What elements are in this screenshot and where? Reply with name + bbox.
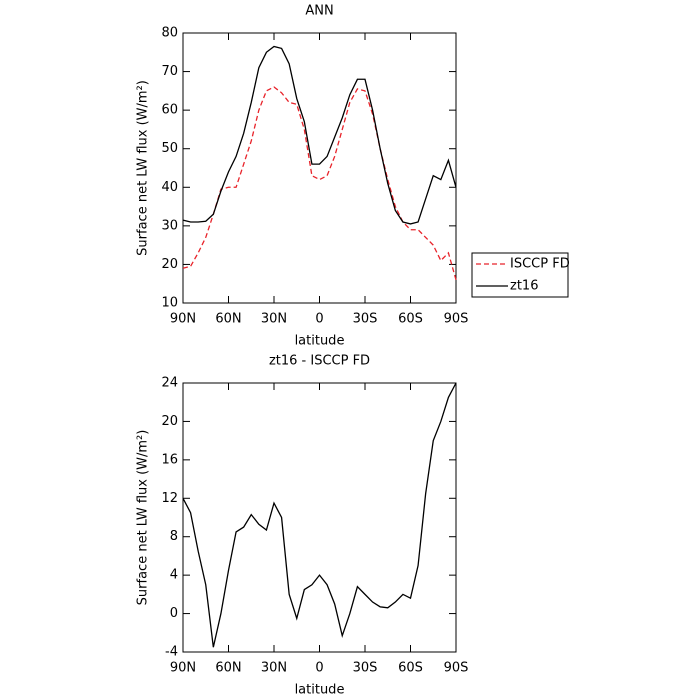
y-tick-label: 16: [161, 452, 178, 467]
y-tick-label: 12: [161, 491, 178, 506]
x-tick-label: 90N: [170, 312, 196, 327]
y-tick-label: 20: [161, 257, 178, 272]
x-tick-label: 60N: [215, 661, 241, 676]
data-line: [182, 86, 457, 281]
y-tick-label: 70: [161, 64, 178, 79]
data-line: [182, 382, 457, 648]
y-tick-label: 20: [161, 414, 178, 429]
y-tick-label: 0: [170, 606, 178, 621]
y-axis-label: Surface net LW flux (W/m²): [136, 430, 151, 606]
y-axis-label: Surface net LW flux (W/m²): [136, 80, 151, 256]
chart-title: zt16 - ISCCP FD: [269, 354, 370, 369]
data-line: [182, 45, 457, 225]
y-tick-label: 50: [161, 141, 178, 156]
y-tick-label: 80: [161, 26, 178, 41]
plot-frame: [182, 32, 457, 304]
x-tick-label: 60S: [398, 661, 423, 676]
x-tick-label: 90N: [170, 661, 196, 676]
x-tick-label: 0: [315, 312, 323, 327]
x-axis-label: latitude: [295, 334, 345, 349]
y-tick-label: 40: [161, 180, 178, 195]
y-tick-label: 60: [161, 103, 178, 118]
y-tick-label: 24: [161, 376, 178, 391]
plot-frame: [182, 382, 457, 653]
legend-box: [471, 252, 569, 298]
y-tick-label: 4: [170, 568, 178, 583]
x-tick-label: 30S: [353, 312, 378, 327]
y-tick-label: -4: [165, 645, 178, 660]
chart-title: ANN: [305, 4, 333, 19]
x-axis-label: latitude: [295, 683, 345, 698]
x-tick-label: 30N: [261, 312, 287, 327]
x-tick-label: 60S: [398, 312, 423, 327]
y-tick-label: 10: [161, 296, 178, 311]
x-tick-label: 90S: [444, 661, 469, 676]
legend-label: ISCCP FD: [510, 257, 570, 272]
x-tick-label: 30N: [261, 661, 287, 676]
y-tick-label: 30: [161, 218, 178, 233]
y-tick-label: 8: [170, 529, 178, 544]
legend-label: zt16: [510, 279, 538, 294]
x-tick-label: 30S: [353, 661, 378, 676]
x-tick-label: 90S: [444, 312, 469, 327]
x-tick-label: 0: [315, 661, 323, 676]
x-tick-label: 60N: [215, 312, 241, 327]
